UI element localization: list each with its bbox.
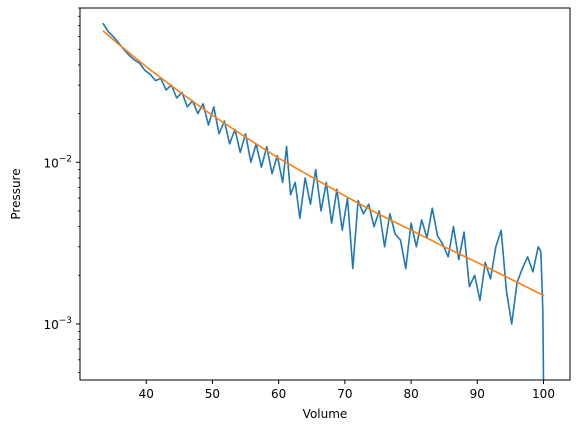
series-line-1 — [102, 22, 545, 380]
x-tick-label: 80 — [403, 387, 418, 401]
y-axis: 10−3 10−2 — [43, 7, 80, 374]
x-axis-label: Volume — [303, 407, 348, 421]
x-tick-label: 70 — [337, 387, 352, 401]
y-tick-label: 10−3 — [43, 316, 72, 332]
series-line-2 — [102, 30, 545, 297]
x-tick-label: 50 — [205, 387, 220, 401]
y-axis-label: Pressure — [9, 168, 23, 219]
x-tick-label: 60 — [271, 387, 286, 401]
x-tick-label: 90 — [470, 387, 485, 401]
x-axis: 40 50 60 70 80 90 100 — [139, 380, 555, 401]
x-tick-label: 100 — [532, 387, 555, 401]
plot-frame — [79, 7, 571, 381]
plot-area — [80, 8, 570, 380]
series-layer — [102, 22, 545, 380]
y-tick-label: 10−2 — [43, 154, 72, 170]
x-tick-label: 40 — [139, 387, 154, 401]
